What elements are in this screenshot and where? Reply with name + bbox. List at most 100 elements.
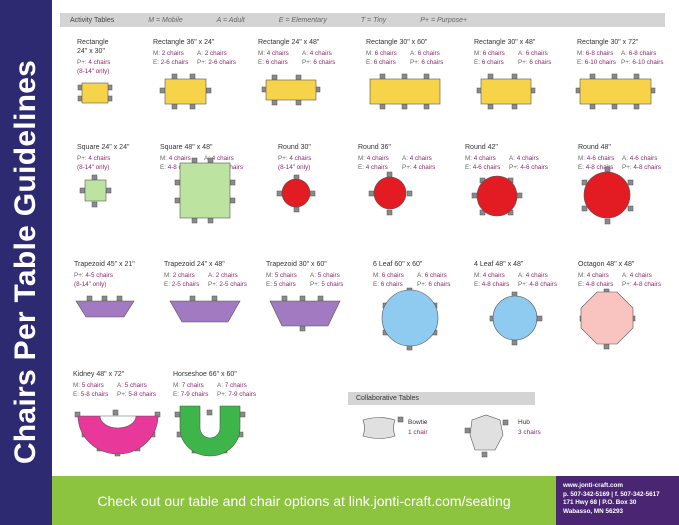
chair-value: 5 chairs [273,281,296,288]
collab-item-hub: Hub 3 chairs [518,418,541,438]
size-label: A: [417,272,423,279]
chair-line: E: 5-8 chairs P+: 5-8 chairs [73,390,161,399]
chair-line: E: 4 chairs P+: 4 chairs [358,163,446,172]
table-entry: 4 Leaf 48" x 48" M: 4 chairs A: 4 chairs E:… [474,260,562,289]
chair-count: P+: 4 chairs [77,58,121,67]
size-note: (8-14" only) [278,164,311,171]
chair-count: M: 6 chairs [474,49,518,58]
footer-cta: Check out our table and chair options at… [52,476,556,525]
chair-value: 6-8 chairs [585,50,614,57]
chair-count: A: 4-6 chairs [622,154,666,163]
section-label: Activity Tables [70,16,115,24]
activity-tables-header: Activity Tables M = Mobile A = Adult E =… [60,13,665,27]
chair-count: E: 6-10 chairs [577,58,621,67]
chair-value: 4-8 chairs [585,164,614,171]
chair-count: A: 4 chairs [622,271,666,280]
chair-count: M: 4-6 chairs [578,154,622,163]
chair-line: P+: 4 chairs [278,154,322,163]
chair-count: M: 4 chairs [578,271,622,280]
size-label: A: [621,50,627,57]
chair-count: M: 4 chairs [160,154,204,163]
size-label: M: [358,155,365,162]
size-label: E: [366,59,372,66]
size-label: P+: [518,59,528,66]
chair-value: 6 chairs [417,50,440,57]
chair-value: 6 chairs [481,59,504,66]
legend-item: A = Adult [216,16,245,24]
chair-count: P+: 5-8 chairs [117,390,161,399]
table-entry: Rectangle 30" x 72" M: 6-8 chairs A: 6-8 c… [577,38,665,67]
size-label: M: [266,272,273,279]
table-name: 6 Leaf 60" x 60" [373,261,423,268]
chair-value: 4-6 chairs [586,155,615,162]
size-label: P+: [74,272,84,279]
table-name: Round 42" [465,144,498,151]
size-label: M: [258,50,265,57]
chair-value: 6-10 chairs [632,59,664,66]
item-name: Bowtie [408,419,428,426]
chair-count: P+: 6 chairs [410,58,454,67]
chair-line: P+: 4 chairs [77,58,121,67]
chair-line: E: 2-6 chairs P+: 2-6 chairs [153,58,241,67]
table-entry: 6 Leaf 60" x 60" M: 6 chairs A: 6 chairs E:… [373,260,461,289]
table-entry: Rectangle 30" x 60" M: 6 chairs A: 6 chair… [366,38,454,67]
chair-line: M: 6 chairs A: 6 chairs [373,271,461,280]
website-link[interactable]: www.jonti-craft.com [563,482,623,489]
size-label: P+: [117,391,127,398]
size-label: P+: [410,59,420,66]
chair-count: M: 2 chairs [153,49,197,58]
chair-value: 6 chairs [525,50,548,57]
table-entry: Octagon 48" x 48" M: 4 chairs A: 4 chairs E… [578,260,666,289]
size-label: P+: [509,164,519,171]
chair-line: M: 6 chairs A: 6 chairs [366,49,454,58]
chair-value: 4 chairs [366,155,389,162]
chair-value: 6 chairs [373,59,396,66]
table-name: Rectangle 24" x 48" [258,39,320,46]
chair-count: E: 7-9 chairs [173,390,217,399]
cta-text[interactable]: Check out our table and chair options at… [97,492,511,509]
chair-value: 5 chairs [321,281,344,288]
chair-line: M: 4-6 chairs A: 4-6 chairs [578,154,666,163]
chair-value: 4 chairs [586,272,609,279]
item-chairs: 1 chair [408,429,428,436]
chair-value: 5 chairs [317,272,340,279]
table-entry: Rectangle 30" x 48" M: 6 chairs A: 6 chair… [474,38,562,67]
chair-count: A: 6 chairs [417,271,461,280]
table-name: Horseshoe 66" x 60" [173,371,237,378]
chair-value: 2 chairs [204,50,227,57]
size-label: E: [153,59,159,66]
legend-item: P+ = Purpose+ [420,16,468,24]
chair-count: M: 4 chairs [474,271,518,280]
size-label: P+: [621,59,631,66]
table-name: Round 36" [358,144,391,151]
chair-value: 2-5 chairs [219,281,248,288]
chair-line: M: 4 chairs A: 4 chairs [258,49,346,58]
phone-fax: p. 507-342-5169 | f. 507-342-5617 [563,490,660,498]
table-name: Rectangle 30" x 72" [577,39,639,46]
size-label: P+: [622,164,632,171]
size-label: M: [465,155,472,162]
chair-value: 4-8 chairs [633,281,662,288]
chair-value: 6 chairs [482,50,505,57]
chair-count: E: 6 chairs [474,58,518,67]
chair-count: P+: 5 chairs [310,280,354,289]
chair-count: E: 6 chairs [258,58,302,67]
table-name: 4 Leaf 48" x 48" [474,261,524,268]
table-entry: Round 36" M: 4 chairs A: 4 chairs E: 4 chai… [358,143,446,172]
table-entry: Rectangle 24" x 30" P+: 4 chairs (8-14" on… [77,38,121,76]
size-label: A: [302,50,308,57]
size-label: M: [173,382,180,389]
size-label: P+: [402,164,412,171]
table-entry: Round 30" P+: 4 chairs (8-14" only) [278,143,322,172]
chair-value: 7 chairs [181,382,204,389]
size-label: M: [164,272,171,279]
size-label: M: [474,272,481,279]
chair-count: E: 2-6 chairs [153,58,197,67]
size-label: A: [217,382,223,389]
size-label: P+: [217,391,227,398]
chair-line: E: 6 chairs P+: 6 chairs [366,58,454,67]
chair-value: 6 chairs [421,59,444,66]
chair-count: P+: 6-10 chairs [621,58,665,67]
